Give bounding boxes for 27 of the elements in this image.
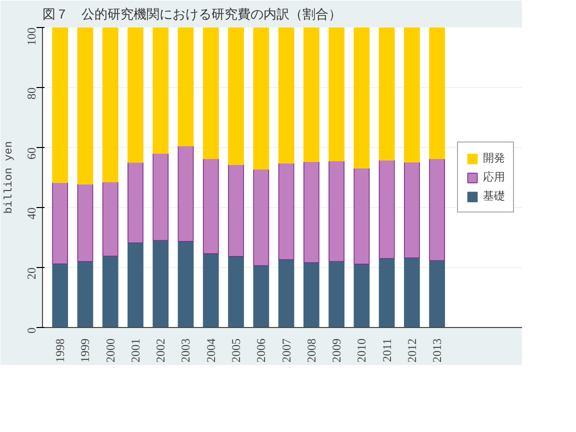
x-tick-label: 2008: [304, 338, 318, 362]
x-tick-label: 2001: [128, 338, 142, 362]
y-axis-title: billion yen: [4, 141, 16, 214]
x-tick-label: 2005: [229, 338, 244, 362]
y-tick-label: 0: [24, 328, 38, 334]
x-tick-label: 1999: [78, 338, 92, 362]
x-tick-label: 2011: [380, 338, 394, 362]
x-tick-label: 2009: [330, 338, 344, 362]
x-tick-label: 2012: [404, 338, 419, 362]
x-tick-label: 2010: [354, 338, 369, 362]
y-tick-label: 60: [24, 148, 38, 160]
legend-label: 応用: [483, 170, 505, 184]
legend-label: 基礎: [483, 190, 505, 204]
chart-title: 図７ 公的研究機関における研究費の内訳（割合）: [42, 8, 342, 22]
x-tick-label: 2006: [254, 338, 268, 362]
x-tick-label: 2000: [103, 338, 118, 362]
legend-label: 開発: [483, 152, 505, 166]
x-tick-label: 2007: [279, 338, 294, 362]
x-tick-label: 2013: [430, 338, 444, 362]
y-tick-label: 80: [24, 88, 38, 100]
x-tick-label: 2003: [178, 338, 193, 362]
y-tick-label: 100: [24, 28, 38, 46]
x-tick-label: 2002: [154, 338, 168, 362]
x-tick-label: 1998: [53, 338, 68, 362]
x-tick-label: 2004: [204, 338, 218, 362]
y-tick-label: 40: [24, 208, 38, 220]
y-tick-label: 20: [24, 268, 38, 280]
